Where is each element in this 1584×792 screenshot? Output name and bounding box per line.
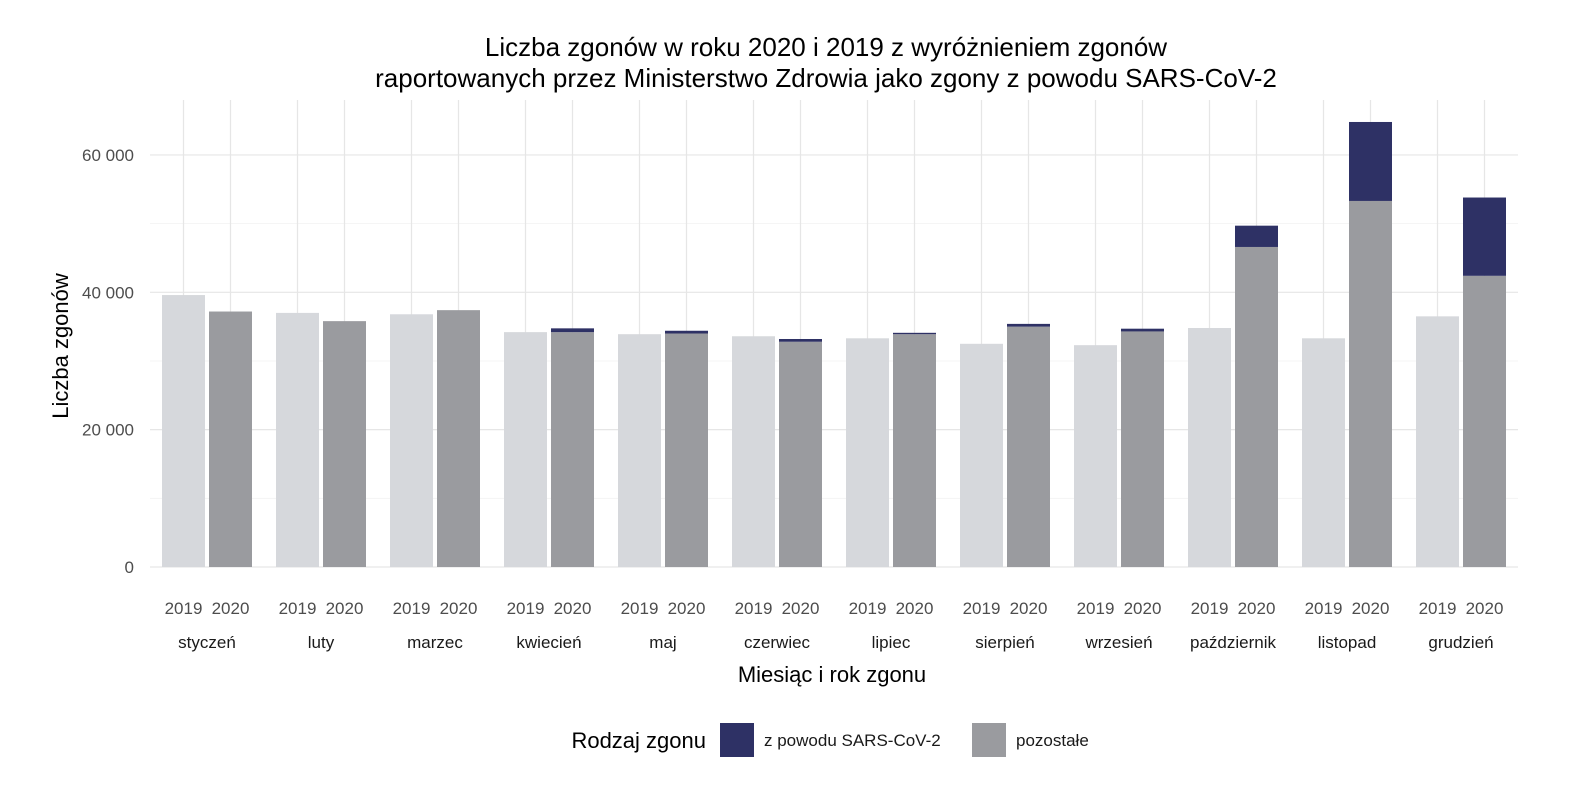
x-year-label: 2020 (1010, 599, 1048, 618)
x-year-label: 2020 (1124, 599, 1162, 618)
bar-2020-other-6 (779, 341, 822, 567)
legend-swatch-other (972, 723, 1006, 757)
bar-2020-other-7 (893, 334, 936, 567)
y-tick-label: 20 000 (82, 421, 134, 440)
x-year-label: 2019 (735, 599, 773, 618)
x-year-label: 2019 (507, 599, 545, 618)
y-axis-title: Liczba zgonów (48, 273, 73, 419)
y-axis-ticks: 0 20 000 40 000 60 000 (82, 146, 134, 577)
x-month-label: styczeń (178, 633, 236, 652)
bar-2019-12 (1416, 316, 1459, 567)
bar-2019-8 (960, 343, 1003, 567)
bar-2020-covid-6 (779, 338, 822, 342)
x-year-label: 2019 (849, 599, 887, 618)
x-year-label: 2020 (1238, 599, 1276, 618)
bar-2020-covid-9 (1121, 328, 1164, 332)
x-year-label: 2019 (1305, 599, 1343, 618)
x-month-label: kwiecień (516, 633, 581, 652)
x-month-label: grudzień (1428, 633, 1493, 652)
x-year-label: 2019 (963, 599, 1001, 618)
legend-label-covid: z powodu SARS-CoV-2 (764, 731, 941, 750)
bar-2020-covid-5 (665, 330, 708, 334)
legend-label-other: pozostałe (1016, 731, 1089, 750)
bar-2019-4 (504, 332, 547, 567)
x-year-label: 2020 (668, 599, 706, 618)
x-month-label: czerwiec (744, 633, 811, 652)
bar-2019-1 (162, 295, 205, 567)
x-axis-title: Miesiąc i rok zgonu (738, 662, 926, 687)
bar-2020-covid-4 (551, 328, 594, 333)
bar-2019-5 (618, 334, 661, 567)
x-year-label: 2020 (212, 599, 250, 618)
bar-2019-6 (732, 336, 775, 567)
y-tick-label: 60 000 (82, 146, 134, 165)
x-month-label: sierpień (975, 633, 1035, 652)
x-year-label: 2020 (554, 599, 592, 618)
x-month-label: wrzesień (1084, 633, 1152, 652)
x-year-label: 2019 (165, 599, 203, 618)
x-month-label: marzec (407, 633, 463, 652)
x-year-label: 2019 (1077, 599, 1115, 618)
bar-2019-3 (390, 314, 433, 567)
x-axis-ticks: 2019 2020 styczeń 2019 2020 luty 2019 2020 marze… (165, 599, 1504, 652)
bar-2019-11 (1302, 338, 1345, 567)
x-month-label: październik (1190, 633, 1276, 652)
y-tick-label: 40 000 (82, 283, 134, 302)
x-year-label: 2020 (440, 599, 478, 618)
legend-swatch-covid (720, 723, 754, 757)
bar-2020-other-10 (1235, 246, 1278, 567)
x-year-label: 2019 (393, 599, 431, 618)
x-month-label: luty (308, 633, 335, 652)
bar-2020-other-4 (551, 332, 594, 567)
x-year-label: 2020 (326, 599, 364, 618)
x-year-label: 2019 (279, 599, 317, 618)
bar-2020-covid-7 (893, 332, 936, 335)
x-month-label: listopad (1318, 633, 1377, 652)
bar-2020-other-9 (1121, 331, 1164, 567)
bar-2020-covid-10 (1235, 225, 1278, 247)
x-year-label: 2020 (782, 599, 820, 618)
y-tick-label: 0 (125, 558, 134, 577)
bar-2020-covid-12 (1463, 197, 1506, 276)
legend: Rodzaj zgonu z powodu SARS-CoV-2 pozosta… (571, 723, 1089, 757)
bar-2019-9 (1074, 345, 1117, 567)
legend-title: Rodzaj zgonu (571, 728, 706, 753)
x-year-label: 2020 (896, 599, 934, 618)
bar-2020-covid-8 (1007, 323, 1050, 327)
bar-2019-10 (1188, 328, 1231, 567)
chart-title-line-1: Liczba zgonów w roku 2020 i 2019 z wyróż… (485, 32, 1167, 62)
x-month-label: lipiec (872, 633, 911, 652)
bar-2020-other-11 (1349, 200, 1392, 567)
bar-2019-2 (276, 312, 319, 567)
bar-2020-other-3 (437, 310, 480, 567)
bar-2020-covid-11 (1349, 121, 1392, 201)
x-year-label: 2020 (1466, 599, 1504, 618)
bar-2020-other-1 (209, 311, 252, 567)
x-year-label: 2019 (621, 599, 659, 618)
bar-2020-other-5 (665, 333, 708, 567)
x-year-label: 2019 (1191, 599, 1229, 618)
chart-title-line-2: raportowanych przez Ministerstwo Zdrowia… (375, 63, 1277, 93)
bar-2020-other-2 (323, 321, 366, 567)
x-month-label: maj (649, 633, 676, 652)
chart-title: Liczba zgonów w roku 2020 i 2019 z wyróż… (375, 32, 1277, 93)
bars (162, 121, 1506, 567)
x-year-label: 2019 (1419, 599, 1457, 618)
bar-2019-7 (846, 338, 889, 567)
x-year-label: 2020 (1352, 599, 1390, 618)
bar-2020-other-12 (1463, 275, 1506, 567)
bar-2020-other-8 (1007, 326, 1050, 567)
